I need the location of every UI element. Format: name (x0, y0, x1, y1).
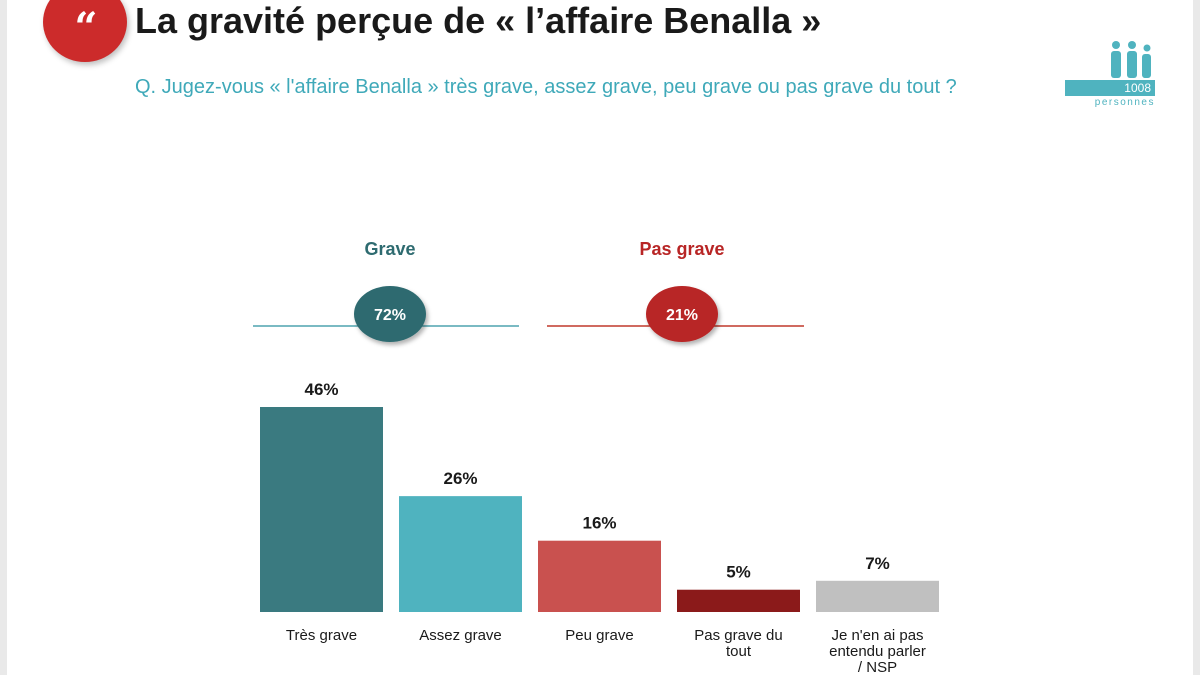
bar-3 (677, 589, 800, 612)
quote-icon: “ (74, 4, 97, 51)
group-label: Pas grave (639, 239, 724, 259)
group-value: 21% (666, 307, 698, 324)
category-label: tout (726, 643, 752, 660)
bar-0 (260, 407, 383, 612)
bar-chart: 46% Très grave 26% Assez grave 16% Peu grave 5… (253, 239, 939, 675)
slide: “ La gravité perçue de « l’affaire Benal… (7, 0, 1193, 675)
bar-value-label: 16% (582, 514, 616, 533)
category-label: / NSP (858, 659, 897, 675)
category-label: Très grave (286, 627, 357, 644)
category-label: Pas grave du (694, 627, 782, 644)
sample-size-logo: 1008 personnes (1065, 40, 1155, 110)
quote-badge: “ (43, 0, 127, 62)
bar-1 (399, 496, 522, 612)
category-label: Assez grave (419, 627, 502, 644)
group-bubble (646, 286, 718, 342)
page-title: La gravité perçue de « l’affaire Benalla… (135, 0, 822, 41)
category-label: entendu parler (829, 643, 926, 660)
group-value: 72% (374, 307, 406, 324)
bar-value-label: 26% (443, 469, 477, 488)
bar-2 (538, 540, 661, 612)
bar-value-label: 7% (865, 554, 890, 573)
bar-value-label: 46% (304, 380, 338, 399)
group-bubble (354, 286, 426, 342)
category-label: Peu grave (565, 627, 633, 644)
sample-count: 1008 (1065, 80, 1155, 96)
category-label: Je n'en ai pas (831, 627, 923, 644)
sample-label: personnes (1094, 97, 1155, 108)
group-label: Grave (364, 239, 415, 259)
question-subtitle: Q. Jugez-vous « l'affaire Benalla » très… (135, 76, 957, 98)
people-group-icon (1111, 41, 1151, 78)
bar-4 (816, 580, 939, 612)
bar-value-label: 5% (726, 563, 751, 582)
